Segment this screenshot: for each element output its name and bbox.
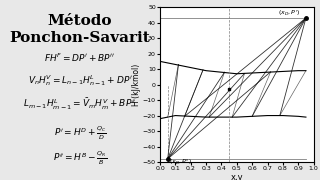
Y-axis label: H (kJ/kmol): H (kJ/kmol) [132,64,141,106]
Text: $(x_B, P'')$: $(x_B, P'')$ [169,157,192,166]
Text: $P'' = H^B - \frac{Q_R}{B}$: $P'' = H^B - \frac{Q_R}{B}$ [53,150,107,167]
Text: $(x_D, P')$: $(x_D, P')$ [277,8,300,18]
Text: Método
Ponchon-Savarit: Método Ponchon-Savarit [10,14,150,45]
Text: $V_nH_n^V = L_{n-1}H_{n-1}^L + DP'$: $V_nH_n^V = L_{n-1}H_{n-1}^L + DP'$ [28,74,132,88]
Text: $L_{m-1}H_{m-1}^L = \bar{V}_mH_m^V + BP''$: $L_{m-1}H_{m-1}^L = \bar{V}_mH_m^V + BP'… [23,97,137,112]
Text: $FH^F = DP' + BP''$: $FH^F = DP' + BP''$ [44,51,116,64]
X-axis label: x,y: x,y [230,173,243,180]
Text: $P' = H^D + \frac{Q_C}{D}$: $P' = H^D + \frac{Q_C}{D}$ [53,124,107,142]
